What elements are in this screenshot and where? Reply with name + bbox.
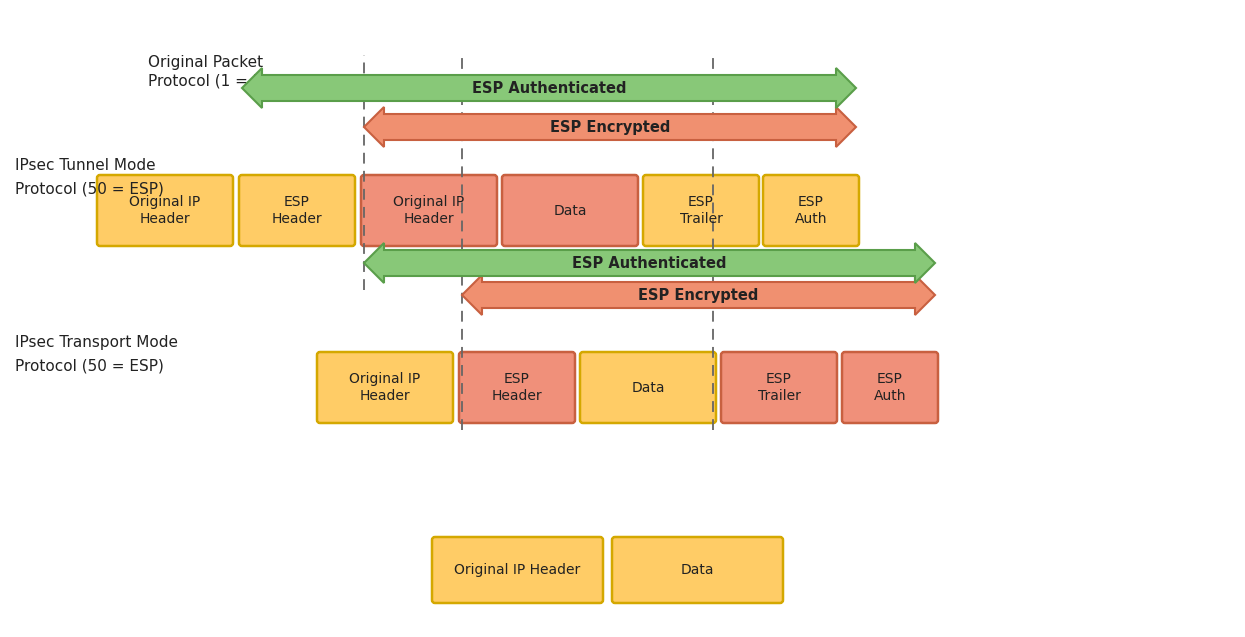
FancyBboxPatch shape [580,352,716,423]
Text: ESP Authenticated: ESP Authenticated [573,255,727,271]
Polygon shape [462,275,935,315]
Polygon shape [364,107,857,147]
Text: Protocol (50 = ESP): Protocol (50 = ESP) [15,358,164,373]
FancyBboxPatch shape [642,175,759,246]
Text: Data: Data [553,203,586,217]
Text: Original IP
Header: Original IP Header [129,196,200,225]
Text: Original IP Header: Original IP Header [454,563,580,577]
FancyBboxPatch shape [613,537,783,603]
FancyBboxPatch shape [239,175,355,246]
Text: ESP
Trailer: ESP Trailer [757,373,801,403]
Text: Data: Data [681,563,715,577]
Text: Original Packet: Original Packet [148,55,263,70]
Text: IPsec Tunnel Mode: IPsec Tunnel Mode [15,158,156,173]
Text: Protocol (1 = ICMP, 6 = TCP, 17 = UDP): Protocol (1 = ICMP, 6 = TCP, 17 = UDP) [148,73,451,88]
FancyBboxPatch shape [97,175,233,246]
Text: ESP Authenticated: ESP Authenticated [472,80,626,96]
Text: Original IP
Header: Original IP Header [393,196,464,225]
FancyBboxPatch shape [361,175,497,246]
FancyBboxPatch shape [317,352,453,423]
Text: ESP
Trailer: ESP Trailer [680,196,722,225]
FancyBboxPatch shape [459,352,575,423]
Polygon shape [364,243,935,283]
Text: Protocol (50 = ESP): Protocol (50 = ESP) [15,181,164,196]
Text: Original IP
Header: Original IP Header [350,373,421,403]
FancyBboxPatch shape [763,175,859,246]
Text: Data: Data [631,380,665,394]
FancyBboxPatch shape [502,175,637,246]
FancyBboxPatch shape [432,537,603,603]
FancyBboxPatch shape [721,352,837,423]
Text: ESP
Header: ESP Header [492,373,543,403]
Text: ESP
Header: ESP Header [271,196,322,225]
Polygon shape [242,68,857,108]
FancyBboxPatch shape [842,352,937,423]
Text: IPsec Transport Mode: IPsec Transport Mode [15,335,178,350]
Text: ESP
Auth: ESP Auth [874,373,906,403]
Text: ESP Encrypted: ESP Encrypted [550,120,670,134]
Text: ESP
Auth: ESP Auth [794,196,827,225]
Text: ESP Encrypted: ESP Encrypted [639,287,758,303]
